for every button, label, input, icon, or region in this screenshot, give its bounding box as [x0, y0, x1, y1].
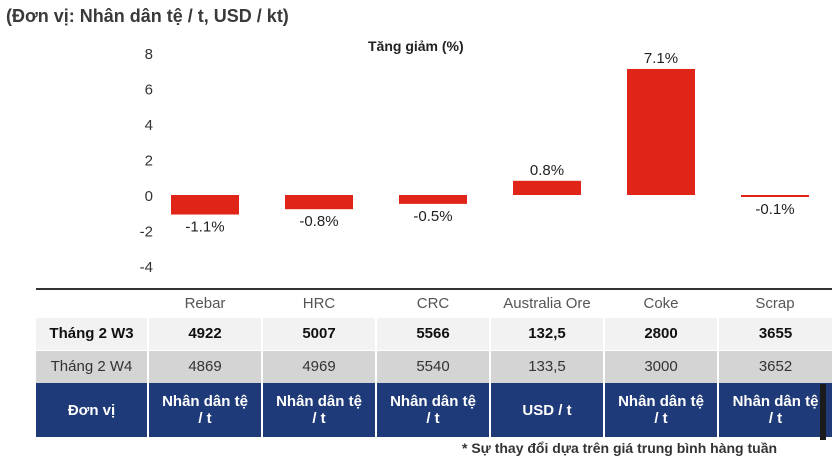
data-label: -0.1%	[755, 201, 794, 218]
unit-cell: Nhân dân tệ / t	[603, 383, 718, 437]
category-label: CRC	[376, 288, 490, 317]
table-cell: 132,5	[489, 316, 604, 350]
unit-row: Đơn vị Nhân dân tệ / t Nhân dân tệ / t Nhâ…	[36, 383, 832, 437]
table-cell: 3000	[603, 349, 718, 383]
bar-australia-ore	[513, 180, 581, 195]
table-cell: 4969	[261, 349, 376, 383]
category-label: Scrap	[718, 288, 832, 317]
row-label: Tháng 2 W4	[36, 349, 148, 383]
category-label: HRC	[262, 288, 376, 317]
bar-hrc	[285, 195, 353, 210]
table-cell: 5540	[375, 349, 490, 383]
y-axis-ticks: 8 6 4 2 0 -2 -4	[140, 46, 153, 276]
y-tick-label: 0	[145, 188, 153, 205]
data-label: 7.1%	[644, 50, 678, 67]
unit-row-label: Đơn vị	[36, 383, 148, 437]
bars	[171, 68, 809, 215]
bar-rebar	[171, 195, 239, 215]
row-label: Tháng 2 W3	[36, 316, 148, 350]
unit-cell: USD / t	[489, 383, 604, 437]
table-cell: 4922	[147, 316, 262, 350]
y-tick-label: 6	[145, 82, 153, 99]
footnote: * Sự thay đổi dựa trên giá trung bình hà…	[462, 440, 778, 456]
data-label: -1.1%	[185, 219, 224, 236]
y-tick-label: 4	[145, 117, 153, 134]
data-label: -0.8%	[299, 213, 338, 230]
unit-cell: Nhân dân tệ / t	[375, 383, 490, 437]
y-tick-label: -2	[140, 224, 153, 241]
table-cell: 2800	[603, 316, 718, 350]
unit-cell: Nhân dân tệ / t	[147, 383, 262, 437]
category-label: Australia Ore	[490, 288, 604, 317]
data-table: Rebar HRC CRC Australia Ore Coke Scrap T…	[36, 288, 832, 437]
data-label: 0.8%	[530, 162, 564, 179]
y-tick-label: 2	[145, 153, 153, 170]
table-cell: 4869	[147, 349, 262, 383]
bar-scrap	[741, 195, 809, 197]
bar-crc	[399, 195, 467, 204]
table-cell: 133,5	[489, 349, 604, 383]
table-cell: 3652	[717, 349, 832, 383]
table-cell: 5007	[261, 316, 376, 350]
data-labels: -1.1% -0.8% -0.5% 0.8% 7.1% -0.1%	[185, 50, 794, 236]
scrollbar[interactable]	[820, 384, 826, 440]
table-row: Tháng 2 W3 4922 5007 5566 132,5 2800 365…	[36, 316, 832, 350]
unit-title: (Đơn vị: Nhân dân tệ / t, USD / kt)	[6, 6, 289, 26]
y-tick-label: -4	[140, 259, 153, 276]
y-tick-label: 8	[145, 46, 153, 63]
bar-coke	[627, 68, 695, 195]
table-row: Tháng 2 W4 4869 4969 5540 133,5 3000 365…	[36, 349, 832, 383]
category-label: Coke	[604, 288, 718, 317]
table-cell: 3655	[717, 316, 832, 350]
bar-chart: 8 6 4 2 0 -2 -4 -1.1% -0.8% -0.5% 0.8% 7.1% -0.1%	[140, 46, 809, 276]
category-label: Rebar	[148, 288, 262, 317]
chart-title: Tăng giảm (%)	[368, 38, 464, 54]
unit-cell: Nhân dân tệ / t	[717, 383, 832, 437]
data-label: -0.5%	[413, 208, 452, 225]
header-corner	[36, 288, 148, 317]
category-header-row: Rebar HRC CRC Australia Ore Coke Scrap	[36, 288, 832, 317]
table-cell: 5566	[375, 316, 490, 350]
unit-cell: Nhân dân tệ / t	[261, 383, 376, 437]
